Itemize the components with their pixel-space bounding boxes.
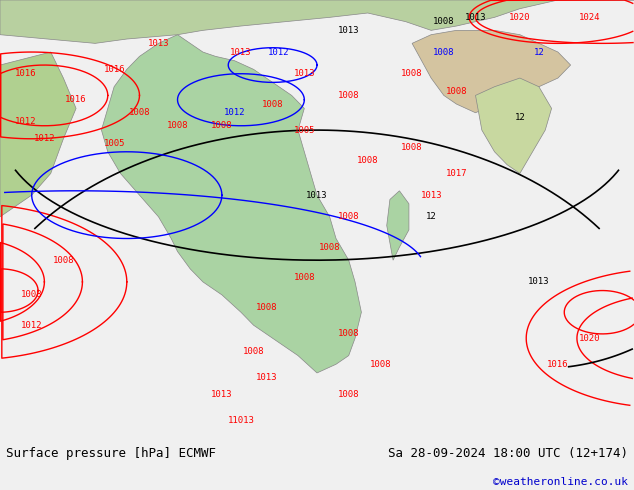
Text: 1016: 1016: [15, 69, 36, 78]
Text: 1013: 1013: [256, 373, 277, 382]
Text: 1008: 1008: [211, 121, 233, 130]
Text: 1020: 1020: [509, 13, 531, 22]
Text: 1016: 1016: [65, 95, 87, 104]
Text: 1013: 1013: [148, 39, 169, 48]
Text: 1008: 1008: [53, 256, 74, 265]
Text: 1012: 1012: [21, 321, 42, 330]
Text: 1008: 1008: [319, 243, 340, 252]
Text: 1008: 1008: [401, 143, 423, 152]
Text: 1005: 1005: [103, 139, 125, 147]
Text: 1008: 1008: [401, 69, 423, 78]
Text: 1013: 1013: [420, 191, 442, 199]
Text: 1012: 1012: [268, 48, 290, 56]
Text: 1008: 1008: [433, 48, 455, 56]
Text: 1013: 1013: [211, 390, 233, 399]
Text: ©weatheronline.co.uk: ©weatheronline.co.uk: [493, 477, 628, 487]
Text: 11013: 11013: [228, 416, 254, 425]
Text: 1008: 1008: [129, 108, 150, 117]
Polygon shape: [101, 35, 361, 373]
Text: 1013: 1013: [230, 48, 252, 56]
Text: Sa 28-09-2024 18:00 UTC (12+174): Sa 28-09-2024 18:00 UTC (12+174): [387, 447, 628, 460]
Text: 1013: 1013: [306, 191, 328, 199]
Text: 1017: 1017: [446, 169, 467, 178]
Text: 1005: 1005: [294, 125, 315, 135]
Text: 1008: 1008: [243, 347, 264, 356]
Polygon shape: [0, 0, 634, 44]
Polygon shape: [476, 78, 552, 173]
Text: 1012: 1012: [34, 134, 55, 143]
Text: 1013: 1013: [528, 277, 550, 286]
Polygon shape: [412, 30, 571, 113]
Text: 1024: 1024: [579, 13, 600, 22]
Text: 1008: 1008: [294, 273, 315, 282]
Text: 1016: 1016: [547, 360, 569, 369]
Polygon shape: [387, 191, 409, 260]
Text: 1008: 1008: [433, 17, 455, 26]
Text: 1012: 1012: [224, 108, 245, 117]
Text: 12: 12: [426, 212, 436, 221]
Text: 1012: 1012: [15, 117, 36, 126]
Text: 1013: 1013: [294, 69, 315, 78]
Text: 1020: 1020: [579, 334, 600, 343]
Polygon shape: [0, 52, 76, 217]
Text: 1008: 1008: [338, 390, 359, 399]
Text: 1013: 1013: [465, 13, 486, 22]
Text: 12: 12: [515, 113, 525, 122]
Text: 1008: 1008: [167, 121, 188, 130]
Text: 1013: 1013: [338, 26, 359, 35]
Text: 1008: 1008: [338, 212, 359, 221]
Text: 1008: 1008: [21, 291, 42, 299]
Text: 1008: 1008: [357, 156, 378, 165]
Text: 1008: 1008: [256, 303, 277, 313]
Text: 1008: 1008: [338, 329, 359, 339]
Text: 12: 12: [534, 48, 544, 56]
Text: 1016: 1016: [103, 65, 125, 74]
Text: 1008: 1008: [338, 91, 359, 100]
Text: 1008: 1008: [446, 87, 467, 96]
Text: 1008: 1008: [370, 360, 391, 369]
Text: Surface pressure [hPa] ECMWF: Surface pressure [hPa] ECMWF: [6, 447, 216, 460]
Text: 1008: 1008: [262, 99, 283, 109]
